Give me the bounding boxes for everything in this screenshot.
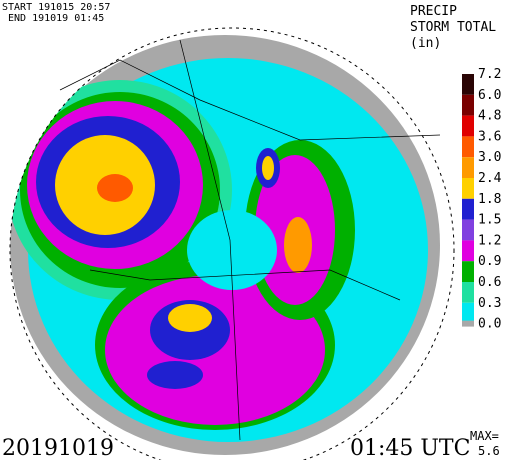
legend-swatch [462, 115, 474, 137]
legend-label: 6.0 [478, 88, 501, 103]
max-value: 5.6 [478, 444, 500, 458]
legend-label: 0.6 [478, 275, 501, 290]
boundaries [59, 39, 441, 441]
max-label: MAX= [470, 429, 499, 443]
legend-swatch [462, 282, 474, 303]
start-time: START 191015 20:57 [2, 2, 110, 13]
legend-swatch [462, 198, 474, 220]
legend-swatch [462, 74, 474, 95]
legend-swatch [462, 240, 474, 262]
product-line: (in) [410, 36, 441, 51]
legend-label: 3.0 [478, 150, 501, 165]
range-ring [9, 27, 455, 460]
legend-label: 7.2 [478, 67, 501, 82]
end-time: END 191019 01:45 [8, 13, 104, 24]
legend-swatch [462, 157, 474, 178]
color-legend: 7.2 6.0 4.8 3.6 3.0 2.4 1.8 1.5 1.2 0.9 0.6 0.3 0.0 [462, 67, 502, 332]
legend-swatch [462, 320, 474, 327]
legend-label: 1.5 [478, 213, 501, 228]
legend-label: 0.3 [478, 296, 501, 311]
legend-swatch [462, 219, 474, 241]
radar-echoes [10, 35, 440, 455]
legend-label: 3.6 [478, 129, 501, 144]
legend-label: 0.0 [478, 317, 501, 332]
legend-swatch [462, 302, 474, 324]
legend-label: 1.8 [478, 192, 501, 207]
product-line: STORM TOTAL [410, 20, 496, 35]
legend-label: 0.9 [478, 254, 501, 269]
time: 01:45 UTC [350, 436, 470, 460]
legend-swatch [462, 178, 474, 199]
legend-swatch [462, 94, 474, 116]
legend-label: 4.8 [478, 109, 501, 124]
legend-label: 2.4 [478, 171, 502, 186]
legend-label: 1.2 [478, 233, 501, 248]
product-line: PRECIP [410, 4, 457, 19]
date: 20191019 [2, 436, 114, 460]
legend-swatch [462, 261, 474, 282]
legend-swatch [462, 136, 474, 158]
